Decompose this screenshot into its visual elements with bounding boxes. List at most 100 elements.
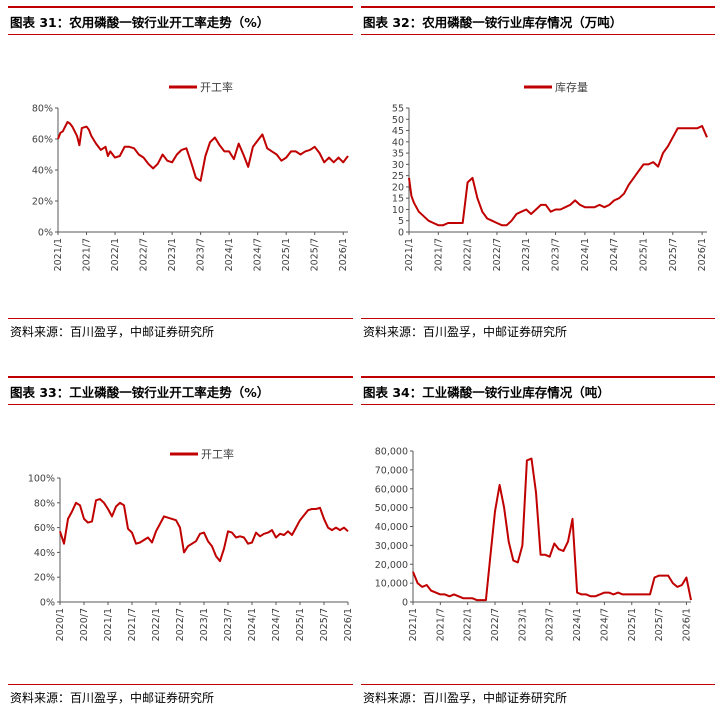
x-tick-label: 2024/1 bbox=[247, 608, 258, 641]
x-tick-label: 2021/7 bbox=[433, 238, 444, 271]
x-tick-label: 2026/1 bbox=[681, 608, 692, 641]
x-tick-label: 2025/7 bbox=[310, 238, 321, 271]
y-tick-label: 10,000 bbox=[375, 579, 408, 590]
chart-title-bar: 图表 34：工业磷酸一铵行业库存情况（吨） bbox=[361, 376, 715, 405]
chart-panel-31: 图表 31：农用磷酸一铵行业开工率走势（%） 开工率 0% 20% 40% 60% 80%… bbox=[8, 6, 353, 346]
x-tick-label: 2024/7 bbox=[609, 238, 620, 271]
series-line bbox=[408, 125, 708, 227]
x-tick-label: 2025/1 bbox=[627, 608, 638, 641]
legend-label: 开工率 bbox=[201, 447, 234, 461]
x-tick-label: 2021/1 bbox=[408, 608, 419, 641]
x-tick-label: 2024/1 bbox=[224, 238, 235, 271]
chart-title-bar: 图表 33：工业磷酸一铵行业开工率走势（%） bbox=[8, 376, 353, 405]
x-tick-label: 2022/7 bbox=[490, 608, 501, 641]
x-tick-label: 2023/1 bbox=[167, 238, 178, 271]
chart-title: 图表 33：工业磷酸一铵行业开工率走势（%） bbox=[10, 384, 270, 400]
chart-33-svg: 开工率 0% 20% 40% 60% 80% 100% 2020/1 2020/7 2021/1 2… bbox=[28, 447, 353, 641]
x-tick-label: 2020/1 bbox=[55, 608, 66, 641]
y-tick-label: 40% bbox=[34, 548, 55, 559]
y-tick-label: 15 bbox=[392, 194, 404, 205]
chart-title-bar: 图表 32：农用磷酸一铵行业库存情况（万吨） bbox=[361, 6, 715, 35]
chart-34-svg: 0 10,000 20,000 30,000 40,000 50,000 60,000 70,… bbox=[375, 447, 693, 642]
y-tick-label: 30,000 bbox=[375, 541, 408, 552]
x-tick-label: 2021/1 bbox=[53, 238, 64, 271]
y-tick-label: 80,000 bbox=[375, 447, 408, 458]
x-tick-label: 2024/7 bbox=[271, 608, 282, 641]
y-tick-label: 35 bbox=[392, 149, 404, 160]
x-tick-label: 2023/7 bbox=[545, 608, 556, 641]
x-tick-label: 2024/1 bbox=[572, 608, 583, 641]
x-tick-label: 2023/1 bbox=[521, 238, 532, 271]
y-tick-label: 25 bbox=[392, 171, 404, 182]
chart-panel-34: 图表 34：工业磷酸一铵行业库存情况（吨） 0 10,000 20,000 30,00… bbox=[361, 376, 715, 713]
x-tick-label: 2024/7 bbox=[253, 238, 264, 271]
y-tick-label: 45 bbox=[392, 126, 404, 137]
x-tick-label: 2021/1 bbox=[103, 608, 114, 641]
chart-source: 资料来源：百川盈孚，中邮证券研究所 bbox=[8, 684, 353, 706]
x-tick-label: 2023/7 bbox=[196, 238, 207, 271]
x-tick-label: 2024/1 bbox=[580, 238, 591, 271]
y-tick-label: 5 bbox=[398, 216, 404, 227]
x-tick-label: 2023/7 bbox=[223, 608, 234, 641]
y-tick-label: 20% bbox=[32, 197, 53, 208]
x-tick-label: 2026/1 bbox=[338, 238, 349, 271]
y-tick-label: 0 bbox=[402, 598, 408, 609]
series-line bbox=[57, 121, 349, 182]
x-tick-label: 2022/1 bbox=[463, 238, 474, 271]
x-tick-label: 2022/7 bbox=[492, 238, 503, 271]
y-tick-label: 70,000 bbox=[375, 465, 408, 476]
y-tick-label: 40 bbox=[392, 137, 404, 148]
chart-source: 资料来源：百川盈孚，中邮证券研究所 bbox=[8, 318, 353, 340]
chart-title-bar: 图表 31：农用磷酸一铵行业开工率走势（%） bbox=[8, 6, 353, 35]
x-tick-label: 2023/1 bbox=[517, 608, 528, 641]
y-tick-label: 50 bbox=[392, 115, 404, 126]
chart-title: 图表 34：工业磷酸一铵行业库存情况（吨） bbox=[363, 384, 610, 400]
y-tick-label: 80% bbox=[32, 104, 53, 115]
chart-panel-32: 图表 32：农用磷酸一铵行业库存情况（万吨） 库存量 0 5 10 15 20 25 30 35… bbox=[361, 6, 715, 346]
y-tick-label: 30 bbox=[392, 160, 404, 171]
x-tick-label: 2025/7 bbox=[668, 238, 679, 271]
y-tick-label: 40,000 bbox=[375, 522, 408, 533]
x-tick-label: 2021/7 bbox=[82, 238, 93, 271]
x-tick-label: 2022/7 bbox=[139, 238, 150, 271]
x-tick-label: 2022/1 bbox=[110, 238, 121, 271]
series-line bbox=[59, 498, 349, 563]
y-tick-label: 60% bbox=[34, 523, 55, 534]
x-tick-label: 2025/1 bbox=[638, 238, 649, 271]
y-tick-label: 50,000 bbox=[375, 503, 408, 514]
chart-source: 资料来源：百川盈孚，中邮证券研究所 bbox=[361, 318, 715, 340]
x-tick-label: 2025/1 bbox=[295, 608, 306, 641]
y-tick-label: 0% bbox=[40, 598, 55, 609]
y-tick-label: 10 bbox=[392, 205, 404, 216]
legend-label: 开工率 bbox=[200, 80, 233, 94]
x-tick-label: 2022/7 bbox=[175, 608, 186, 641]
legend-label: 库存量 bbox=[555, 80, 588, 94]
x-tick-label: 2022/1 bbox=[463, 608, 474, 641]
chart-panel-33: 图表 33：工业磷酸一铵行业开工率走势（%） 开工率 0% 20% 40% 60% 80%… bbox=[8, 376, 353, 713]
chart-source: 资料来源：百川盈孚，中邮证券研究所 bbox=[361, 684, 715, 706]
chart-31-svg: 开工率 0% 20% 40% 60% 80% 2021/1 2021/7 2022/1 2022/… bbox=[32, 80, 349, 271]
x-tick-label: 2024/7 bbox=[599, 608, 610, 641]
x-tick-label: 2021/7 bbox=[127, 608, 138, 641]
x-tick-label: 2021/1 bbox=[404, 238, 415, 271]
y-tick-label: 60,000 bbox=[375, 484, 408, 495]
y-tick-label: 55 bbox=[392, 104, 404, 115]
x-tick-label: 2025/7 bbox=[654, 608, 665, 641]
y-tick-label: 80% bbox=[34, 498, 55, 509]
x-tick-label: 2025/7 bbox=[319, 608, 330, 641]
y-tick-label: 0 bbox=[398, 228, 404, 239]
chart-title: 图表 32：农用磷酸一铵行业库存情况（万吨） bbox=[363, 14, 623, 30]
chart-title: 图表 31：农用磷酸一铵行业开工率走势（%） bbox=[10, 14, 270, 30]
y-tick-label: 20 bbox=[392, 182, 404, 193]
x-tick-label: 2026/1 bbox=[697, 238, 708, 271]
x-tick-label: 2023/7 bbox=[551, 238, 562, 271]
y-tick-label: 0% bbox=[38, 228, 53, 239]
x-tick-label: 2020/7 bbox=[79, 608, 90, 641]
x-tick-label: 2023/1 bbox=[199, 608, 210, 641]
y-tick-label: 100% bbox=[28, 474, 55, 485]
y-tick-label: 20% bbox=[34, 573, 55, 584]
y-tick-label: 40% bbox=[32, 166, 53, 177]
series-line bbox=[412, 457, 692, 602]
x-tick-label: 2021/7 bbox=[435, 608, 446, 641]
